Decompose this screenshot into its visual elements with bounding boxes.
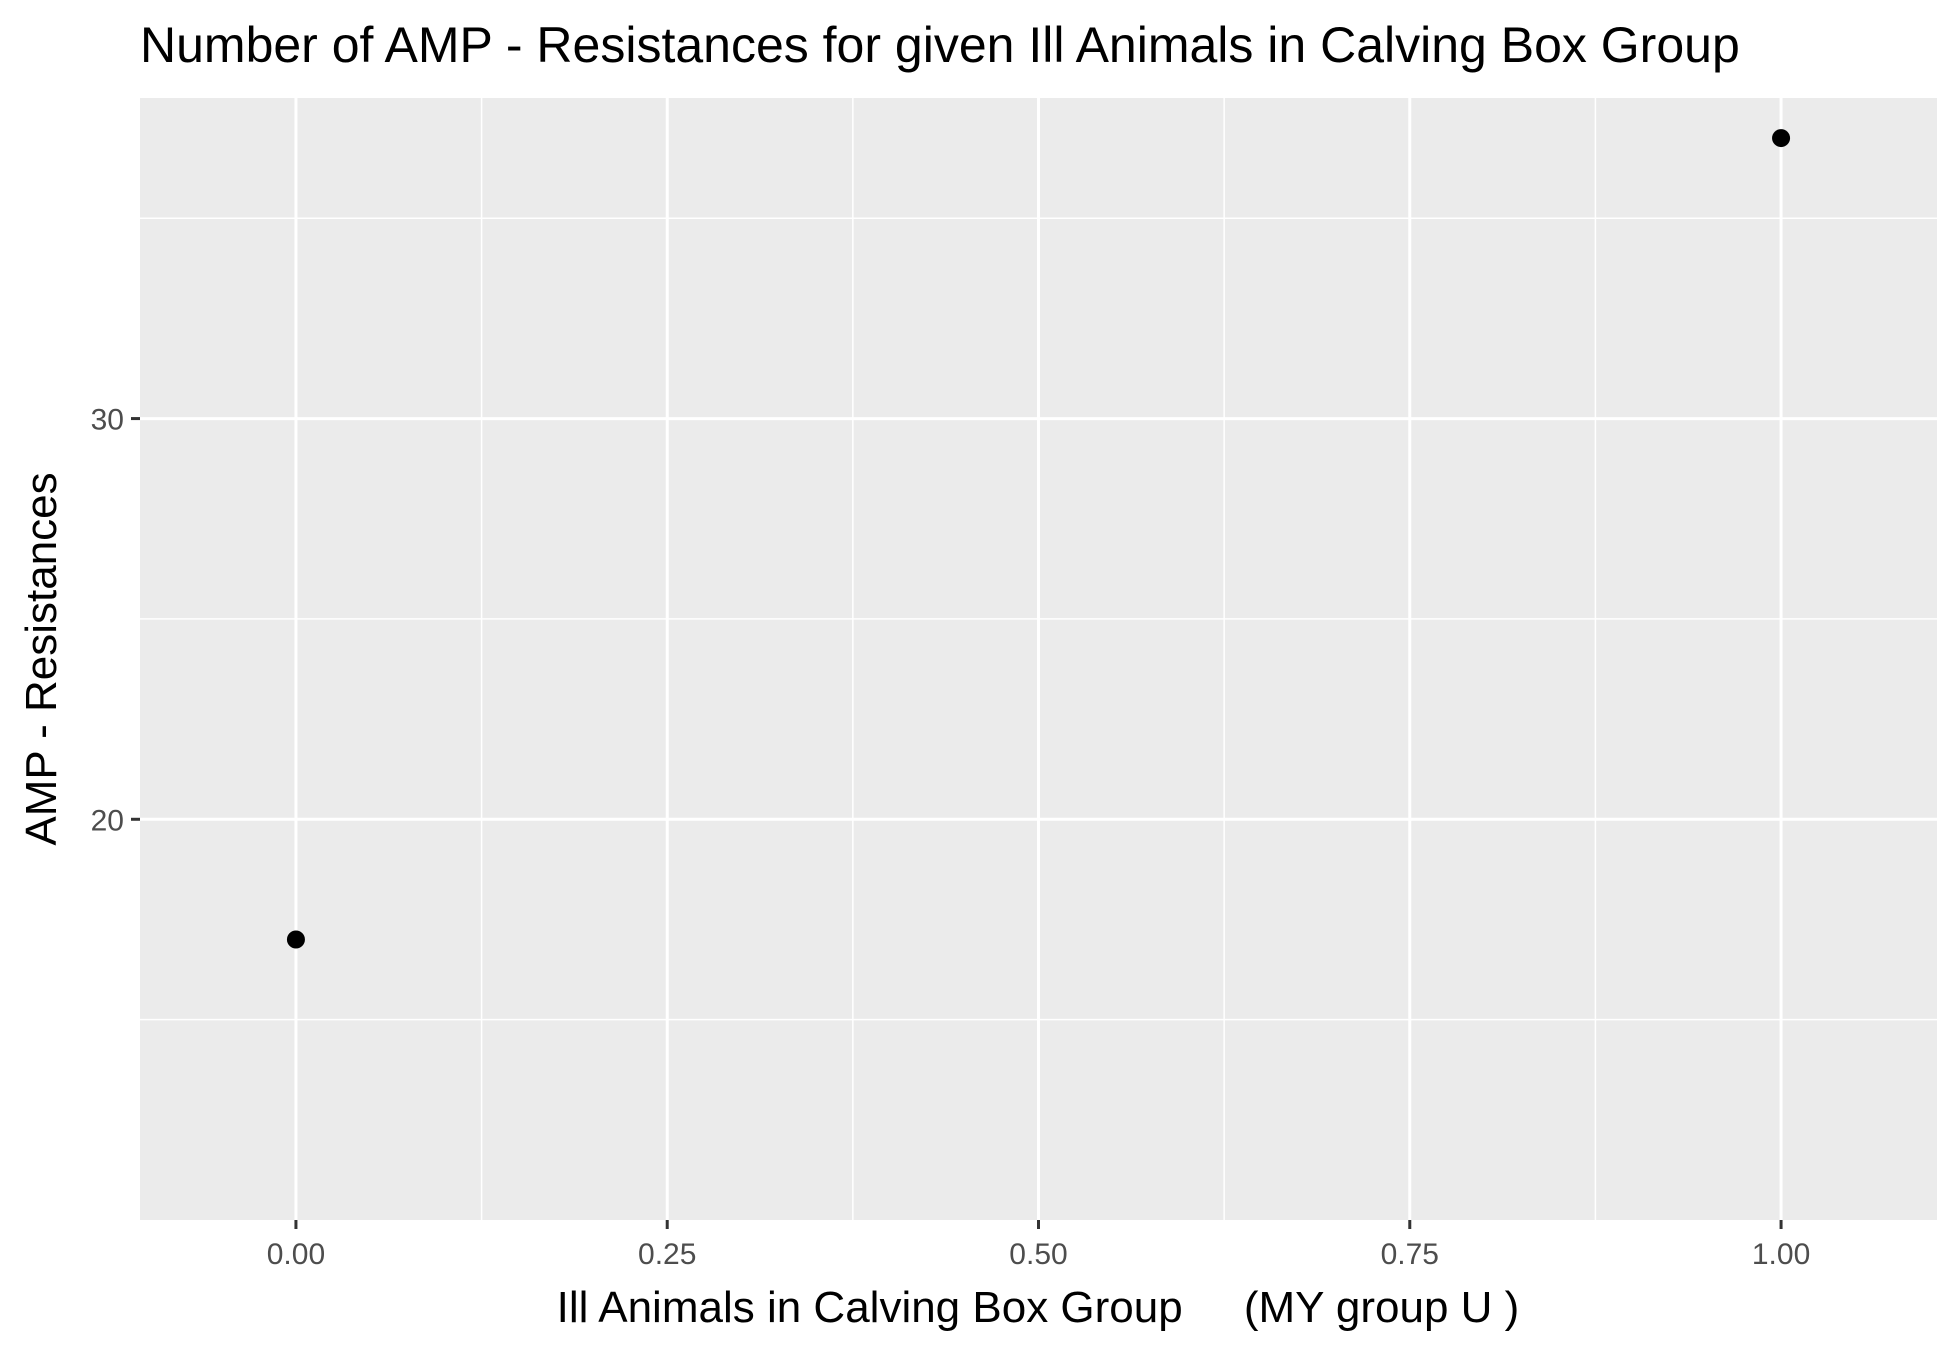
- x-tick-label-0: 0.00: [267, 1238, 325, 1271]
- chart-title: Number of AMP - Resistances for given Il…: [140, 17, 1740, 73]
- x-tick-label-3: 0.75: [1381, 1238, 1439, 1271]
- x-axis-ticks: 0.00 0.25 0.50 0.75 1.00: [267, 1220, 1810, 1271]
- y-axis-label: AMP - Resistances: [17, 472, 66, 845]
- grid-major-lines: [140, 98, 1937, 1220]
- x-tick-label-2: 0.50: [1009, 1238, 1067, 1271]
- x-tick-label-4: 1.00: [1752, 1238, 1810, 1271]
- y-tick-label-1: 30: [91, 404, 124, 437]
- data-point-0: [286, 930, 305, 949]
- x-axis-label: Ill Animals in Calving Box Group (MY gro…: [557, 1283, 1520, 1332]
- y-tick-label-0: 20: [91, 804, 124, 837]
- data-point-1: [1772, 129, 1791, 148]
- x-tick-label-1: 0.25: [638, 1238, 696, 1271]
- data-points: [286, 129, 1791, 949]
